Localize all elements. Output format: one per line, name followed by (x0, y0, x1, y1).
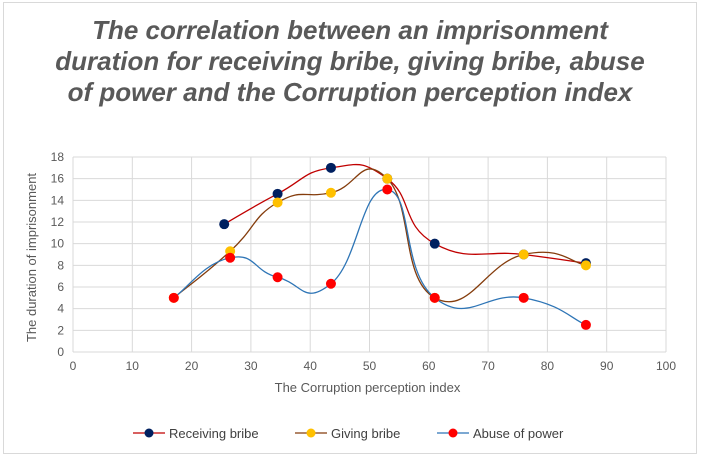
receiving-bribe-point (219, 219, 230, 230)
x-tick-label: 10 (126, 359, 140, 373)
x-axis-title: The Corruption perception index (275, 380, 461, 395)
giving-bribe-line (173, 168, 587, 303)
abuse-of-power-point (272, 272, 283, 283)
y-tick-label: 12 (51, 215, 65, 229)
abuse-of-power-point (168, 292, 179, 303)
receiving-bribe-point (429, 238, 440, 249)
y-tick-label: 8 (57, 258, 64, 272)
receiving-bribe-legend-marker (144, 428, 154, 438)
x-tick-label: 100 (656, 359, 676, 373)
receiving-bribe-point (272, 188, 283, 199)
receiving-bribe-point (325, 162, 336, 173)
y-tick-label: 4 (57, 302, 64, 316)
abuse-of-power-line (173, 188, 587, 326)
abuse-of-power-point (225, 252, 236, 263)
abuse-of-power-point (325, 278, 336, 289)
y-tick-label: 0 (57, 345, 64, 359)
giving-bribe-legend-label: Giving bribe (331, 426, 400, 441)
y-tick-label: 18 (51, 150, 65, 164)
y-tick-label: 14 (51, 193, 65, 207)
giving-bribe-point (518, 249, 529, 260)
x-tick-label: 30 (244, 359, 258, 373)
x-tick-label: 40 (304, 359, 318, 373)
abuse-of-power-point (518, 292, 529, 303)
y-tick-label: 6 (57, 280, 64, 294)
receiving-bribe-line (223, 163, 587, 264)
abuse-of-power-point (429, 292, 440, 303)
x-tick-label: 60 (422, 359, 436, 373)
abuse-of-power-point (580, 319, 591, 330)
x-tick-label: 80 (541, 359, 555, 373)
abuse-of-power-point (382, 184, 393, 195)
giving-bribe-point (272, 197, 283, 208)
y-axis-title: The duration of imprisonment (24, 173, 39, 342)
giving-bribe-point (580, 260, 591, 271)
chart-title: The correlation between an imprisonment … (55, 15, 645, 107)
y-tick-label: 10 (51, 237, 65, 251)
x-tick-label: 0 (70, 359, 77, 373)
chart-frame (3, 2, 697, 454)
abuse-of-power-legend-label: Abuse of power (473, 426, 564, 441)
y-tick-label: 16 (51, 172, 65, 186)
y-tick-label: 2 (57, 323, 64, 337)
giving-bribe-point (382, 173, 393, 184)
receiving-bribe-legend-label: Receiving bribe (169, 426, 259, 441)
x-tick-label: 90 (600, 359, 614, 373)
x-tick-label: 70 (481, 359, 495, 373)
abuse-of-power-legend-marker (448, 428, 458, 438)
giving-bribe-legend-marker (306, 428, 316, 438)
x-tick-label: 50 (363, 359, 377, 373)
giving-bribe-point (325, 187, 336, 198)
x-tick-label: 20 (185, 359, 199, 373)
